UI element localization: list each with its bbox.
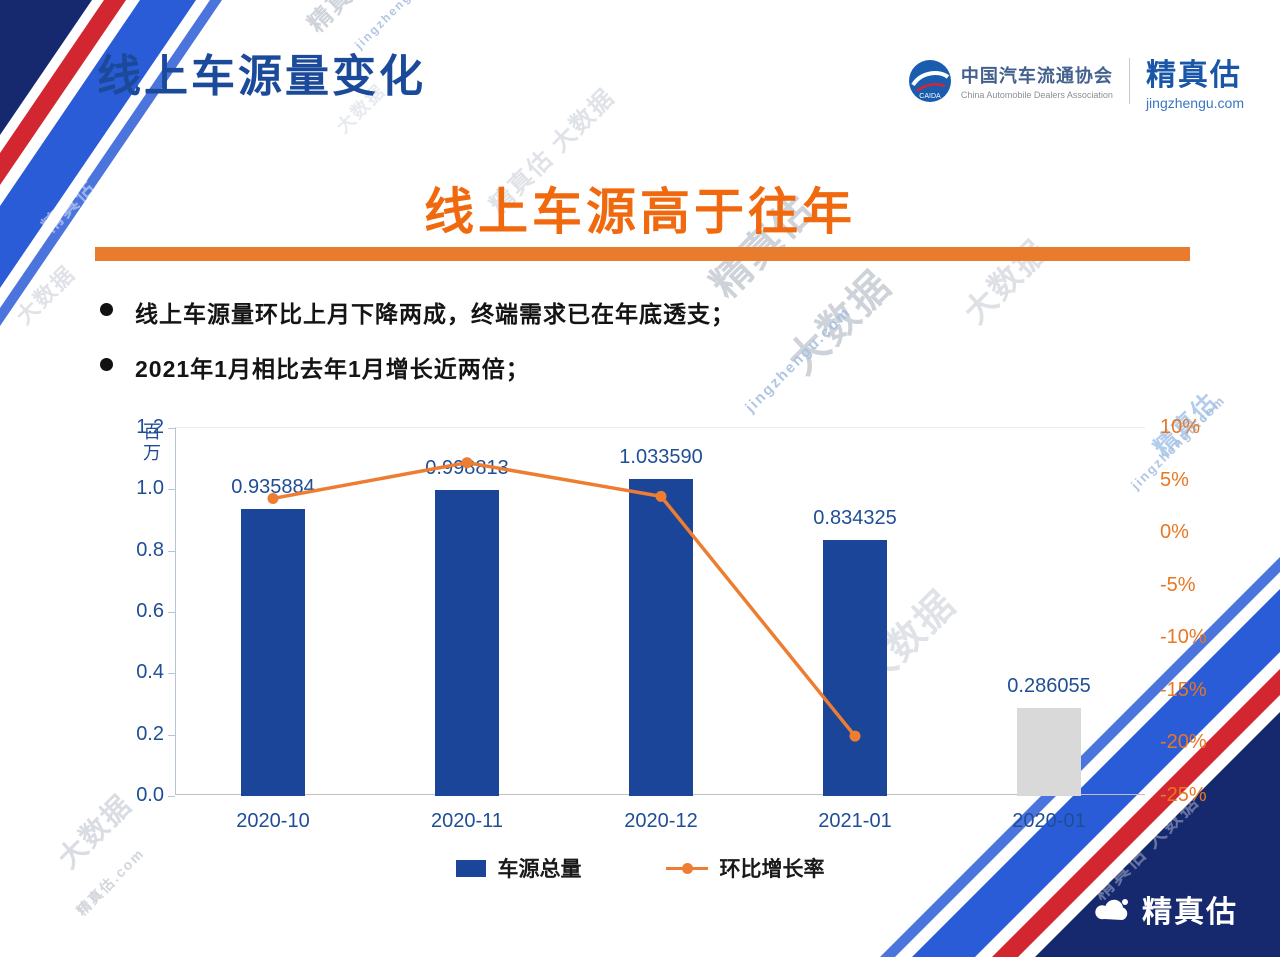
cada-text: 中国汽车流通协会 China Automobile Dealers Associ… xyxy=(961,62,1113,100)
left-axis-tick-mark xyxy=(168,550,175,552)
legend-item-line: 环比增长率 xyxy=(665,853,825,883)
legend-line-label: 环比增长率 xyxy=(719,858,825,881)
chart: 百万 1.2 1.0 0.8 0.6 0.4 0.2 0.0 10% 5% 0% -5% -10% -1… xyxy=(0,410,1280,910)
bullet-dot xyxy=(100,303,113,316)
x-axis-category-label: 2020-01 xyxy=(1012,810,1086,832)
jingzhengu-footer-icon xyxy=(1095,899,1128,920)
left-axis-tick-mark xyxy=(168,428,175,429)
left-axis-tick-mark xyxy=(168,673,175,675)
right-axis-tick-label: -15% xyxy=(1160,678,1207,701)
line-marker xyxy=(461,457,473,469)
bar-value-label: 0.286055 xyxy=(1007,675,1091,698)
left-axis-tick-label: 0.4 xyxy=(136,661,164,684)
legend-line-swatch xyxy=(665,862,708,874)
x-axis-category-label: 2021-01 xyxy=(818,810,892,832)
right-axis-tick-label: 5% xyxy=(1160,468,1189,491)
jingzhengu-name: 精真估 xyxy=(1145,59,1242,92)
bullet-text: 线上车源量环比上月下降两成，终端需求已在年底透支； xyxy=(135,301,735,327)
left-axis-tick-mark xyxy=(168,612,175,613)
right-axis-tick-label: 10% xyxy=(1160,416,1201,438)
left-axis-tick-label: 0.6 xyxy=(136,600,164,622)
footer-brand-text: 精真估 xyxy=(1142,896,1238,929)
header-logos: CAIDA 中国汽车流通协会 China Automobile Dealers … xyxy=(907,50,1244,111)
right-axis-tick-label: -5% xyxy=(1160,573,1196,596)
y-axis-title: 百万 xyxy=(141,422,161,464)
line-marker xyxy=(267,492,279,504)
cada-logo: CAIDA 中国汽车流通协会 China Automobile Dealers … xyxy=(907,58,1113,104)
line-marker xyxy=(655,490,667,502)
bar-value-label: 1.033590 xyxy=(619,446,703,469)
legend-item-bars: 车源总量 xyxy=(455,853,582,883)
bullet-item: 2021年1月相比去年1月增长近两倍； xyxy=(100,350,530,384)
x-axis-category-label: 2020-10 xyxy=(236,810,310,832)
left-axis-tick-label: 1.2 xyxy=(136,416,164,438)
plot-area: 1.2 1.0 0.8 0.6 0.4 0.2 0.0 10% 5% 0% -5% -10% -15% -… xyxy=(136,416,1207,832)
footer-brand: 精真估 xyxy=(1094,887,1238,931)
slide-headline: 线上车源高于往年 xyxy=(424,184,856,240)
bar xyxy=(823,540,887,796)
bullet-item: 线上车源量环比上月下降两成，终端需求已在年底透支； xyxy=(100,295,735,329)
bullet-text: 2021年1月相比去年1月增长近两倍； xyxy=(135,356,530,382)
jingzhengu-domain: jingzhengu.com xyxy=(1145,95,1244,111)
right-axis-tick-label: -25% xyxy=(1160,784,1207,806)
left-axis-tick-mark xyxy=(168,489,175,491)
chart-legend: 车源总量 环比增长率 xyxy=(0,853,1280,883)
left-axis-tick-mark xyxy=(168,734,175,736)
left-axis-tick-label: 0.0 xyxy=(136,784,164,806)
watermark: jingzhengu.com xyxy=(742,303,855,417)
right-axis-tick-label: -10% xyxy=(1160,626,1207,649)
logo-divider xyxy=(1128,57,1130,104)
watermark: 大数据 xyxy=(11,260,81,330)
growth-rate-line xyxy=(267,457,861,742)
line-marker xyxy=(849,730,861,742)
left-axis-tick-mark xyxy=(168,796,175,797)
bar xyxy=(241,508,305,796)
bar xyxy=(1017,708,1081,796)
x-axis-category-label: 2020-12 xyxy=(624,810,698,832)
left-axis-tick-label: 0.2 xyxy=(136,722,164,745)
left-axis-tick-label: 1.0 xyxy=(136,477,164,500)
right-axis-tick-label: 0% xyxy=(1160,521,1189,544)
x-axis-category-label: 2020-11 xyxy=(431,810,503,832)
watermark: 精真估 xyxy=(302,0,378,39)
legend-bar-swatch xyxy=(455,859,486,877)
bullet-dot xyxy=(100,358,113,371)
cada-name-cn: 中国汽车流通协会 xyxy=(960,65,1113,86)
legend-line-dot xyxy=(681,862,693,874)
cada-name-en: China Automobile Dealers Association xyxy=(960,89,1113,100)
bar-value-label: 0.834325 xyxy=(813,507,897,530)
bar xyxy=(629,479,693,796)
watermark: 大数据 xyxy=(779,262,900,383)
cada-logo-icon: CAIDA xyxy=(908,59,951,102)
page-title: 线上车源量变化 xyxy=(97,52,426,101)
orange-divider xyxy=(95,247,1190,261)
left-axis-tick-label: 0.8 xyxy=(136,538,164,561)
bar-value-label: 0.935884 xyxy=(231,475,315,498)
legend-bar-label: 车源总量 xyxy=(497,858,582,881)
cada-icon-label: CAIDA xyxy=(919,93,941,100)
right-axis-tick-label: -20% xyxy=(1160,731,1207,754)
bar xyxy=(435,489,499,796)
jingzhengu-logo: 精真估 jingzhengu.com xyxy=(1146,50,1244,111)
